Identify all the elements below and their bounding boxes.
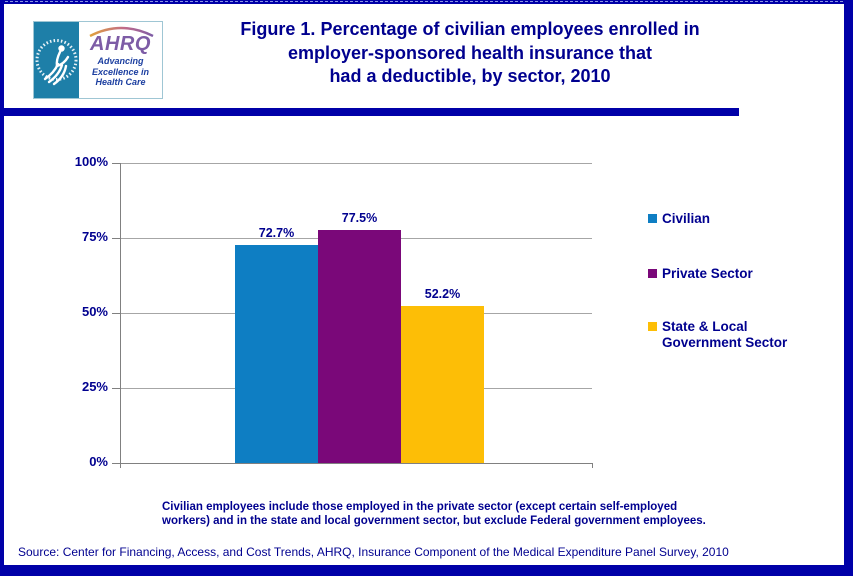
gridline [120, 163, 592, 164]
legend-swatch [648, 269, 657, 278]
y-axis-tick [112, 163, 120, 164]
bar-civilian [235, 245, 318, 463]
bar-value-label: 77.5% [341, 211, 378, 225]
footnote-line: workers) and in the state and local gove… [162, 514, 706, 527]
bar-private-sector [318, 230, 401, 463]
hhs-seal-icon [34, 22, 79, 98]
figure-title-line: Figure 1. Percentage of civilian employe… [240, 19, 700, 39]
legend-label: Civilian [662, 211, 711, 226]
legend-item: Civilian [648, 211, 710, 227]
bar-value-label: 52.2% [424, 287, 461, 301]
y-axis-tick-label: 100% [74, 154, 108, 169]
y-axis-tick [112, 388, 120, 389]
left-border [0, 0, 4, 576]
footnote: Civilian employees include those employe… [162, 501, 706, 528]
ahrq-tagline-line: Health Care [95, 77, 146, 87]
header-divider [0, 108, 739, 116]
ahrq-logo: AHRQ Advancing Excellence in Health Care [33, 21, 163, 99]
figure-title-line: had a deductible, by sector, 2010 [329, 66, 611, 86]
legend-item: Private Sector [648, 266, 753, 282]
legend-swatch [648, 322, 657, 331]
y-axis-tick-label: 25% [81, 379, 108, 394]
legend-swatch [648, 214, 657, 223]
legend-label: State & Local Government Sector [662, 319, 788, 350]
y-axis-tick [112, 238, 120, 239]
legend-label: Private Sector [662, 266, 753, 281]
top-border [0, 0, 853, 4]
footnote-line: Civilian employees include those employe… [162, 501, 678, 513]
ahrq-tagline: Advancing Excellence in Health Care [92, 56, 149, 88]
ahrq-logo-text: AHRQ Advancing Excellence in Health Care [79, 22, 162, 98]
x-axis-line [112, 463, 592, 464]
bar-state-local-government-sector [401, 306, 484, 463]
rainbow-arc-icon [88, 26, 154, 37]
figure-title: Figure 1. Percentage of civilian employe… [165, 18, 775, 89]
right-border [844, 0, 853, 576]
bottom-border [0, 565, 853, 576]
x-axis-end-tick [592, 463, 593, 468]
y-axis-tick-label: 0% [89, 454, 108, 469]
ahrq-tagline-line: Excellence in [91, 66, 150, 77]
source-text: Source: Center for Financing, Access, an… [18, 545, 729, 559]
bar-value-label: 72.7% [258, 226, 295, 240]
legend-item: State & Local Government Sector [648, 319, 787, 351]
y-axis-tick-label: 50% [81, 304, 108, 319]
ahrq-tagline-line: Advancing [97, 56, 144, 66]
top-border-dash [0, 1, 853, 2]
y-axis-line [120, 163, 121, 468]
y-axis-tick [112, 313, 120, 314]
figure-title-line: employer-sponsored health insurance that [287, 42, 653, 63]
ahrq-wordmark: AHRQ [90, 33, 151, 55]
y-axis-tick-label: 75% [81, 229, 108, 244]
